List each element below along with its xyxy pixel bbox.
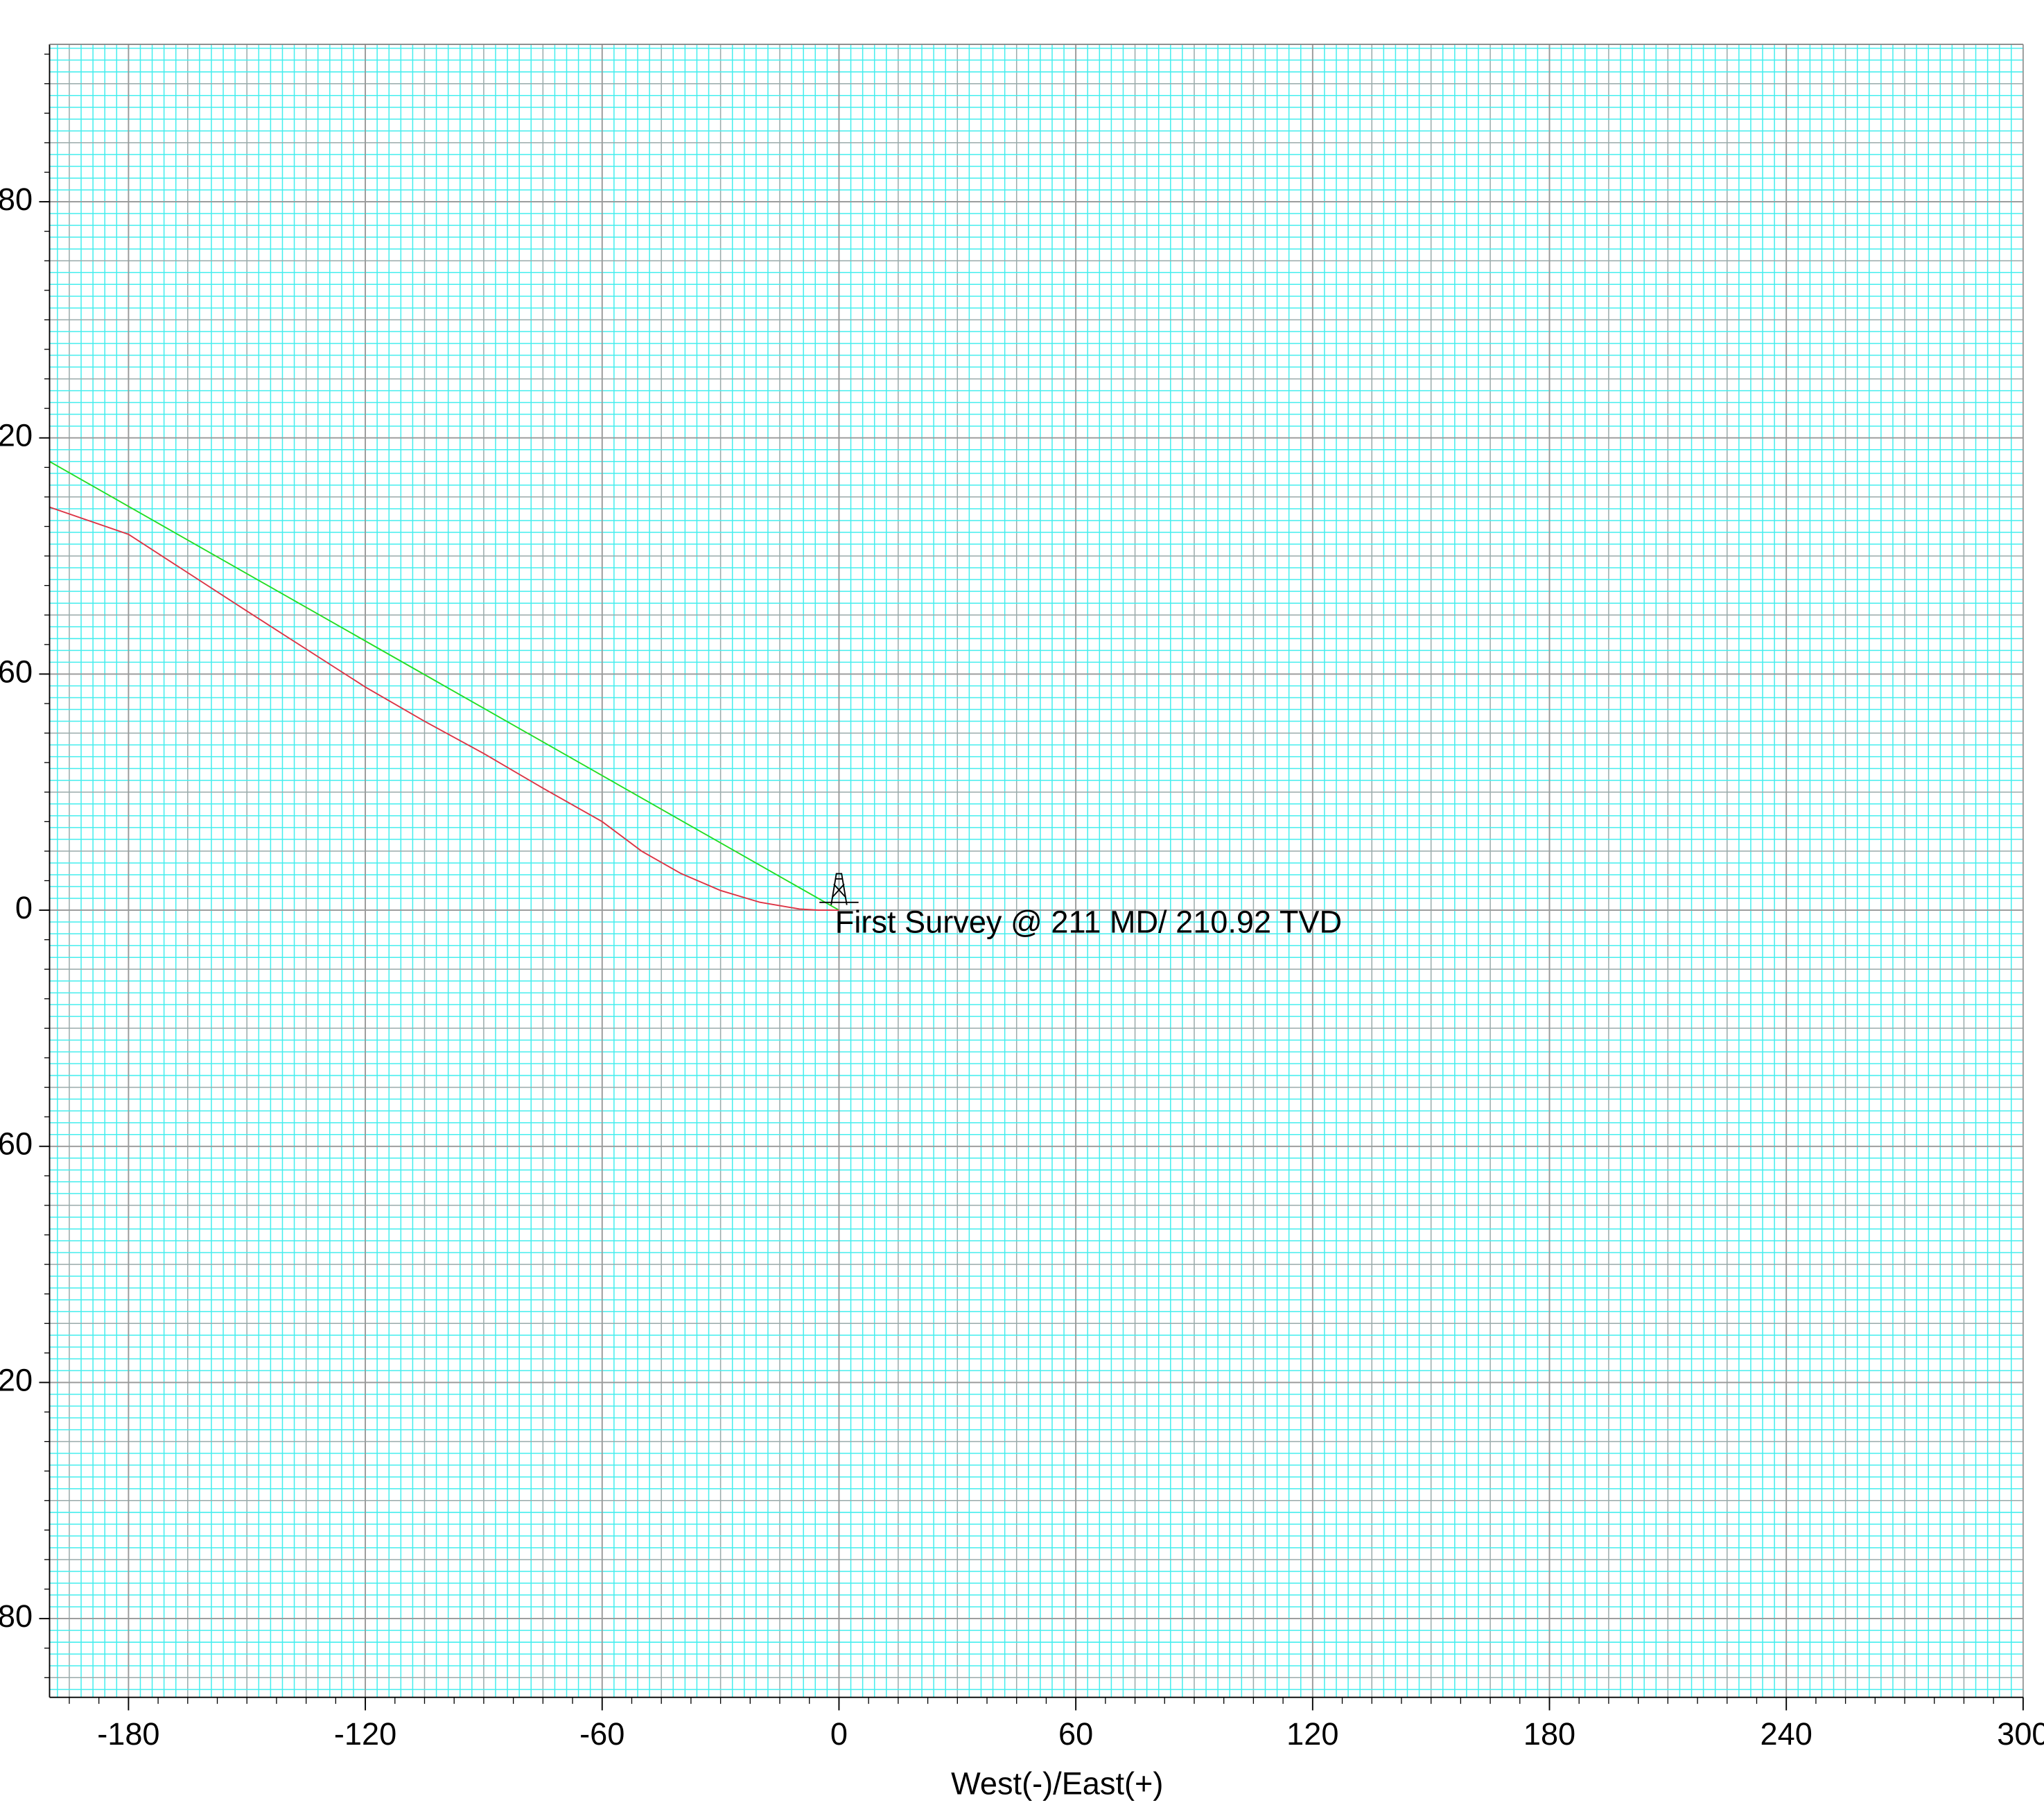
x-axis-label: West(-)/East(+) bbox=[951, 1765, 1163, 1801]
y-tick-label: 120 bbox=[0, 418, 33, 453]
x-tick-label: -60 bbox=[579, 1716, 624, 1752]
y-tick-label: -60 bbox=[0, 1126, 33, 1162]
rig-icon bbox=[819, 873, 859, 905]
y-tick-label: 60 bbox=[0, 654, 33, 689]
y-tick-label: -180 bbox=[0, 1598, 33, 1634]
rig-icon-part bbox=[819, 873, 859, 905]
series-line bbox=[49, 506, 839, 912]
x-tick-label: 180 bbox=[1523, 1716, 1575, 1752]
grid bbox=[49, 44, 2024, 1698]
annotation: First Survey @ 211 MD/ 210.92 TVD bbox=[835, 905, 1342, 940]
x-tick-label: 60 bbox=[1058, 1716, 1093, 1752]
x-tick-label: 0 bbox=[830, 1716, 848, 1752]
series-line bbox=[49, 460, 839, 911]
y-tick-label: 180 bbox=[0, 182, 33, 217]
x-tick-label: 240 bbox=[1761, 1716, 1812, 1752]
x-tick-label: 120 bbox=[1286, 1716, 1338, 1752]
x-tick-label: -180 bbox=[97, 1716, 159, 1752]
y-tick-label: -120 bbox=[0, 1362, 33, 1397]
y-tick-label: 0 bbox=[15, 890, 33, 925]
x-tick-label: -120 bbox=[334, 1716, 396, 1752]
plot bbox=[49, 460, 839, 912]
x-tick-label: 300 bbox=[1997, 1716, 2044, 1752]
